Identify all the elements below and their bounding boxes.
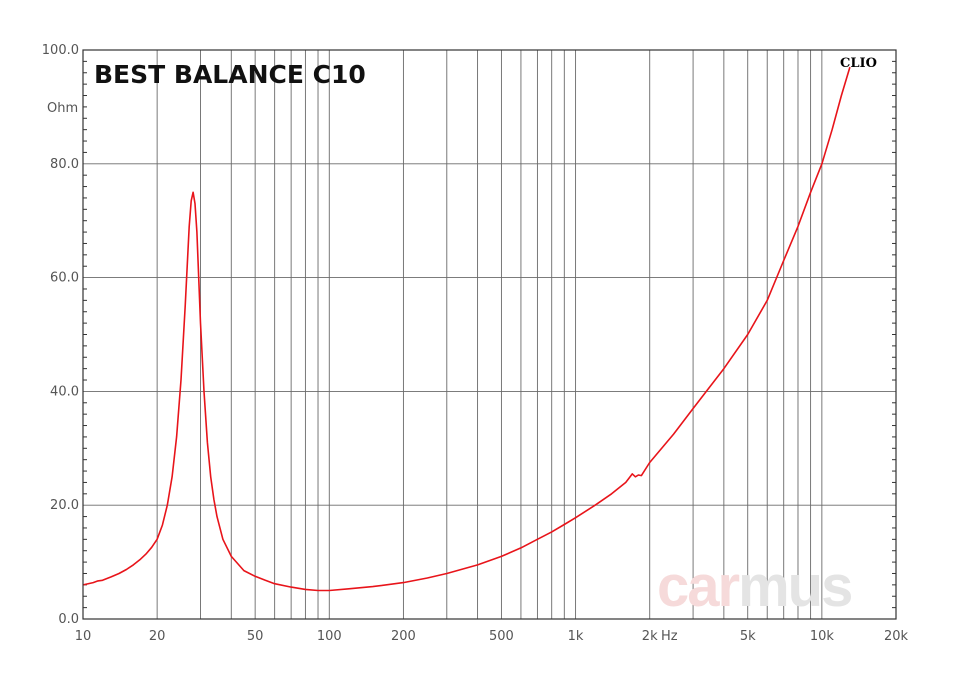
x-axis-unit: Hz bbox=[661, 629, 678, 644]
y-tick-label: 100.0 bbox=[42, 43, 79, 58]
plot-frame bbox=[82, 49, 897, 620]
x-tick-label: 5k bbox=[740, 629, 756, 644]
x-tick-label: 1k bbox=[568, 629, 584, 644]
y-axis-unit: Ohm bbox=[47, 101, 78, 116]
x-tick-label: 10 bbox=[75, 629, 92, 644]
watermark-part1: car bbox=[657, 554, 740, 619]
carmus-watermark: carmus bbox=[657, 554, 853, 619]
chart-title: BEST BALANCE C10 bbox=[94, 60, 366, 89]
x-tick-label: 20k bbox=[884, 629, 909, 644]
svg-text:carmus: carmus bbox=[657, 554, 851, 619]
x-tick-label: 100 bbox=[317, 629, 342, 644]
impedance-series bbox=[82, 66, 851, 592]
x-tick-label: 2k bbox=[642, 629, 658, 644]
watermark-part2: mus bbox=[738, 554, 851, 619]
x-tick-label: 200 bbox=[391, 629, 416, 644]
clio-brand-label: CLIO bbox=[840, 56, 877, 71]
x-tick-label: 20 bbox=[149, 629, 166, 644]
x-tick-label: 500 bbox=[489, 629, 514, 644]
y-tick-label: 40.0 bbox=[50, 384, 79, 399]
x-tick-label: 50 bbox=[247, 629, 264, 644]
x-axis-ticks: 10 20 50 100 200 500 1k 2k 5k 10k 20k bbox=[75, 629, 909, 644]
impedance-curve bbox=[82, 66, 851, 592]
y-axis-ticks: 0.0 20.0 40.0 60.0 80.0 100.0 bbox=[42, 43, 79, 627]
y-tick-label: 0.0 bbox=[58, 612, 79, 627]
y-tick-label: 20.0 bbox=[50, 498, 79, 513]
y-tick-label: 80.0 bbox=[50, 157, 79, 172]
x-tick-label: 10k bbox=[810, 629, 835, 644]
y-tick-label: 60.0 bbox=[50, 271, 79, 286]
